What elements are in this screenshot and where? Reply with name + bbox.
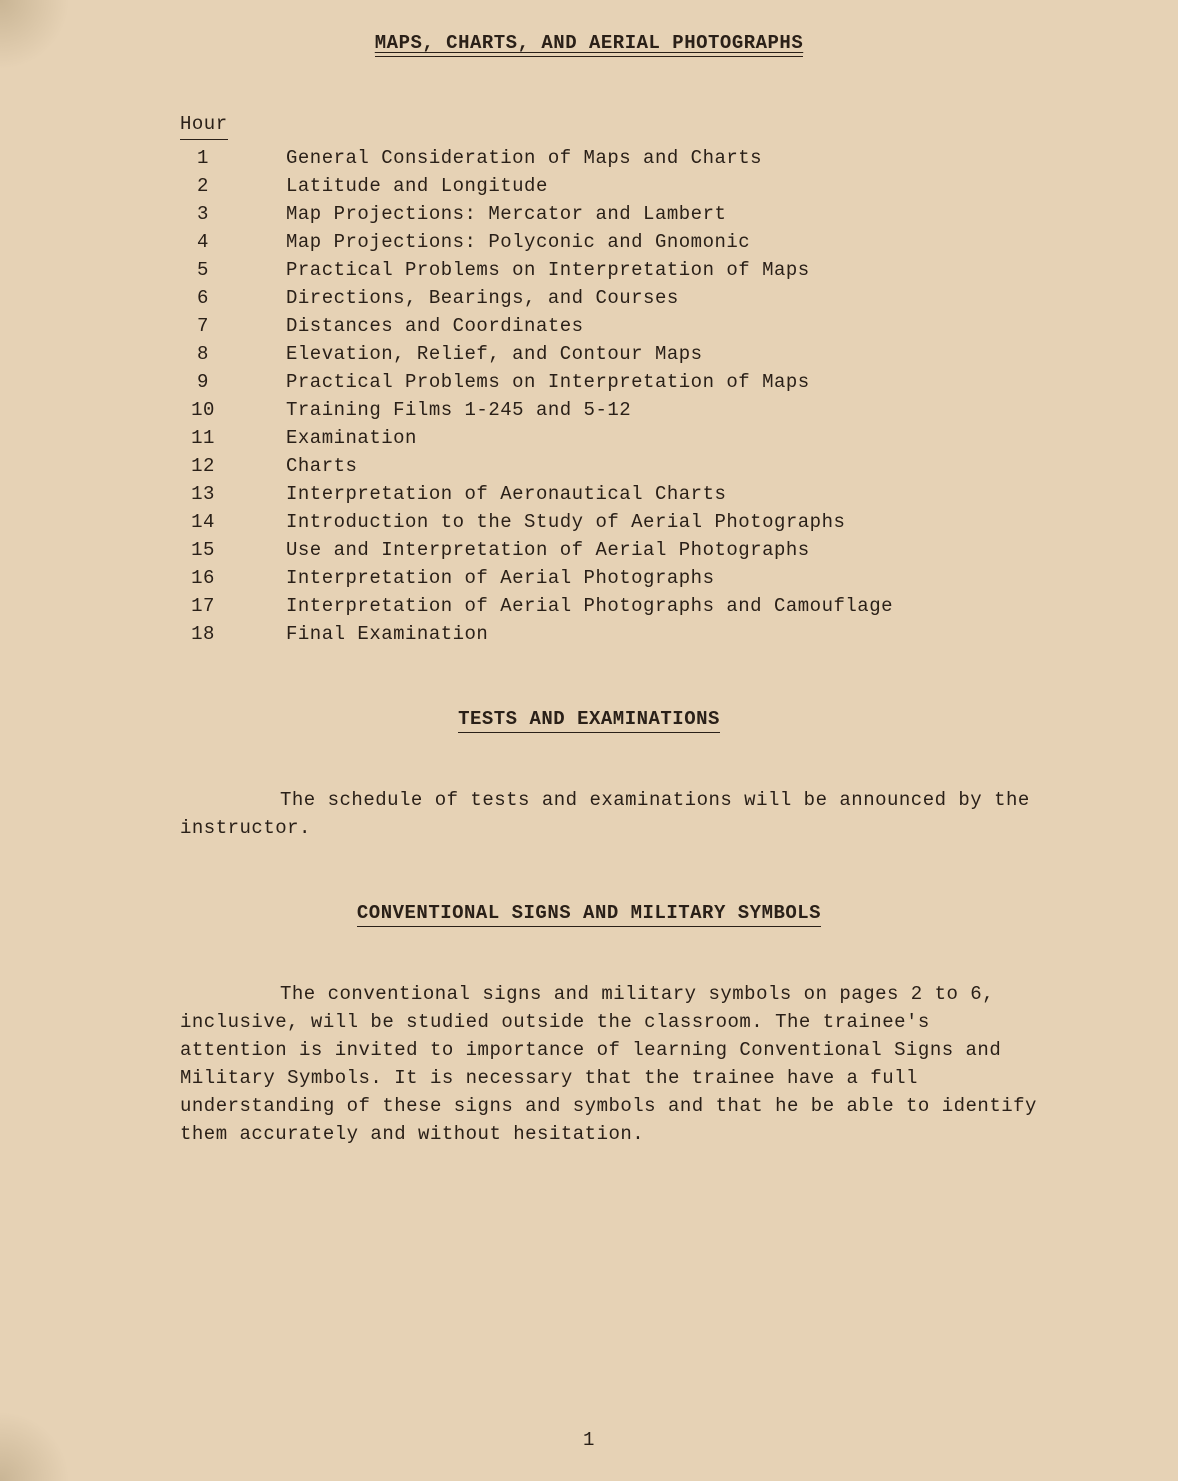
schedule-hour: 13 <box>180 480 226 508</box>
schedule-row: 8 Elevation, Relief, and Contour Maps <box>180 340 1098 368</box>
schedule-row: 10 Training Films 1-245 and 5-12 <box>180 396 1098 424</box>
schedule-hour: 16 <box>180 564 226 592</box>
schedule-hour: 8 <box>180 340 226 368</box>
signs-body: The conventional signs and military symb… <box>180 983 1037 1145</box>
schedule-hour: 14 <box>180 508 226 536</box>
schedule-topic: Practical Problems on Interpretation of … <box>286 256 810 284</box>
schedule-row: 16 Interpretation of Aerial Photographs <box>180 564 1098 592</box>
tests-paragraph: The schedule of tests and examinations w… <box>180 786 1038 842</box>
schedule-topic: Map Projections: Mercator and Lambert <box>286 200 726 228</box>
schedule-row: 2 Latitude and Longitude <box>180 172 1098 200</box>
schedule-topic: Latitude and Longitude <box>286 172 548 200</box>
section-title-signs-text: CONVENTIONAL SIGNS AND MILITARY SYMBOLS <box>357 902 821 927</box>
schedule-topic: Interpretation of Aerial Photographs and… <box>286 592 893 620</box>
schedule-hour: 10 <box>180 396 226 424</box>
schedule-topic: Interpretation of Aeronautical Charts <box>286 480 726 508</box>
section-title-signs: CONVENTIONAL SIGNS AND MILITARY SYMBOLS <box>80 902 1098 924</box>
schedule-topic: Use and Interpretation of Aerial Photogr… <box>286 536 810 564</box>
schedule-row: 5 Practical Problems on Interpretation of… <box>180 256 1098 284</box>
schedule-row: 1 General Consideration of Maps and Chart… <box>180 144 1098 172</box>
tests-body: The schedule of tests and examinations w… <box>180 789 1030 839</box>
schedule-hour: 12 <box>180 452 226 480</box>
schedule-topic: Final Examination <box>286 620 488 648</box>
schedule-row: 7 Distances and Coordinates <box>180 312 1098 340</box>
section-title-tests-text: TESTS AND EXAMINATIONS <box>458 708 720 733</box>
schedule-hour: 9 <box>180 368 226 396</box>
schedule-topic: Elevation, Relief, and Contour Maps <box>286 340 703 368</box>
schedule-table: Hour 1 General Consideration of Maps and … <box>180 110 1098 648</box>
schedule-row: 13 Interpretation of Aeronautical Charts <box>180 480 1098 508</box>
schedule-row: 3 Map Projections: Mercator and Lambert <box>180 200 1098 228</box>
schedule-row: 14 Introduction to the Study of Aerial Ph… <box>180 508 1098 536</box>
schedule-topic: Charts <box>286 452 357 480</box>
schedule-topic: Map Projections: Polyconic and Gnomonic <box>286 228 750 256</box>
schedule-hour: 6 <box>180 284 226 312</box>
schedule-hour: 17 <box>180 592 226 620</box>
page-number: 1 <box>0 1429 1178 1451</box>
schedule-header: Hour <box>180 110 228 140</box>
document-title-text: MAPS, CHARTS, AND AERIAL PHOTOGRAPHS <box>375 32 803 57</box>
schedule-topic: Introduction to the Study of Aerial Phot… <box>286 508 845 536</box>
schedule-topic: Examination <box>286 424 417 452</box>
signs-paragraph: The conventional signs and military symb… <box>180 980 1038 1148</box>
schedule-hour: 7 <box>180 312 226 340</box>
schedule-row: 17 Interpretation of Aerial Photographs a… <box>180 592 1098 620</box>
schedule-topic: Training Films 1-245 and 5-12 <box>286 396 631 424</box>
schedule-hour: 4 <box>180 228 226 256</box>
schedule-hour: 15 <box>180 536 226 564</box>
section-title-tests: TESTS AND EXAMINATIONS <box>80 708 1098 730</box>
document-title: MAPS, CHARTS, AND AERIAL PHOTOGRAPHS <box>80 32 1098 54</box>
schedule-row: 11 Examination <box>180 424 1098 452</box>
schedule-topic: Directions, Bearings, and Courses <box>286 284 679 312</box>
schedule-hour: 18 <box>180 620 226 648</box>
schedule-topic: General Consideration of Maps and Charts <box>286 144 762 172</box>
schedule-hour: 11 <box>180 424 226 452</box>
schedule-hour: 2 <box>180 172 226 200</box>
schedule-row: 9 Practical Problems on Interpretation of… <box>180 368 1098 396</box>
schedule-topic: Practical Problems on Interpretation of … <box>286 368 810 396</box>
schedule-row: 18 Final Examination <box>180 620 1098 648</box>
schedule-hour: 3 <box>180 200 226 228</box>
schedule-topic: Interpretation of Aerial Photographs <box>286 564 714 592</box>
schedule-hour: 5 <box>180 256 226 284</box>
schedule-row: 15 Use and Interpretation of Aerial Photo… <box>180 536 1098 564</box>
schedule-row: 6 Directions, Bearings, and Courses <box>180 284 1098 312</box>
schedule-hour: 1 <box>180 144 226 172</box>
schedule-row: 12 Charts <box>180 452 1098 480</box>
schedule-topic: Distances and Coordinates <box>286 312 584 340</box>
schedule-row: 4 Map Projections: Polyconic and Gnomonic <box>180 228 1098 256</box>
